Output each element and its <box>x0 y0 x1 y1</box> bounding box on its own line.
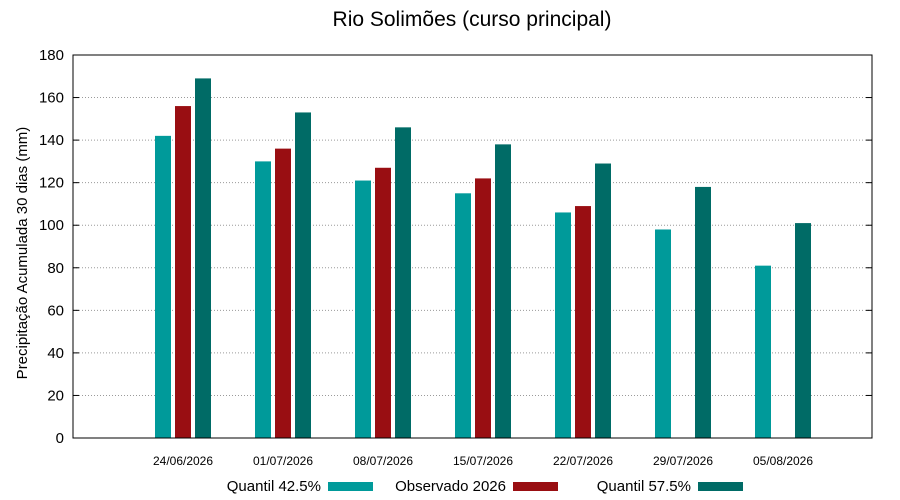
bar-observado <box>275 148 291 438</box>
legend-label-observado: Observado 2026 <box>395 478 506 495</box>
bar-q575 <box>495 144 511 438</box>
plot-frame <box>72 54 873 439</box>
x-ticks: 24/06/2026 01/07/2026 08/07/2026 15/07/2026… <box>153 454 813 468</box>
legend-label-q575: Quantil 57.5% <box>597 478 691 495</box>
bars <box>155 78 811 439</box>
bar-q425 <box>355 180 371 439</box>
bar-q575 <box>795 223 811 438</box>
chart-title: Rio Solimões (curso principal) <box>333 8 612 31</box>
bar-observado <box>375 167 391 438</box>
x-tick-label: 05/08/2026 <box>753 454 813 468</box>
legend-swatch-observado <box>513 482 558 491</box>
bar-q425 <box>755 265 771 438</box>
x-tick-label: 08/07/2026 <box>353 454 413 468</box>
x-tick-label: 01/07/2026 <box>253 454 313 468</box>
y-tick-label: 140 <box>39 132 64 149</box>
y-tick-label: 80 <box>47 260 64 277</box>
bar-q425 <box>155 135 171 438</box>
bar-observado <box>175 106 191 439</box>
y-tick-label: 180 <box>39 47 64 64</box>
bar-observado <box>475 178 491 438</box>
bar-q575 <box>195 78 211 439</box>
grid-lines <box>73 97 872 396</box>
bar-q575 <box>695 186 711 438</box>
bar-q425 <box>255 161 271 438</box>
x-tick-label: 15/07/2026 <box>453 454 513 468</box>
bar-q425 <box>655 229 671 438</box>
y-ticks: 0 20 40 60 80 100 120 140 160 180 <box>39 47 872 447</box>
bar-observado <box>575 206 591 438</box>
legend-swatch-q575 <box>698 482 743 491</box>
legend: Quantil 42.5% Observado 2026 Quantil 57.… <box>227 478 743 495</box>
x-tick-label: 24/06/2026 <box>153 454 213 468</box>
y-tick-label: 40 <box>47 345 64 362</box>
bar-q425 <box>555 212 571 438</box>
y-tick-label: 120 <box>39 175 64 192</box>
y-tick-label: 160 <box>39 90 64 107</box>
bar-q575 <box>295 112 311 438</box>
y-tick-label: 100 <box>39 217 64 234</box>
y-tick-label: 60 <box>47 302 64 319</box>
x-tick-label: 22/07/2026 <box>553 454 613 468</box>
legend-label-q425: Quantil 42.5% <box>227 478 321 495</box>
y-tick-label: 0 <box>56 430 64 447</box>
legend-swatch-q425 <box>328 482 373 491</box>
bar-q575 <box>595 163 611 438</box>
bar-q425 <box>455 193 471 438</box>
x-tick-label: 29/07/2026 <box>653 454 713 468</box>
y-tick-label: 20 <box>47 387 64 404</box>
bar-q575 <box>395 127 411 438</box>
y-axis-label: Precipitação Acumulada 30 dias (mm) <box>14 127 31 380</box>
